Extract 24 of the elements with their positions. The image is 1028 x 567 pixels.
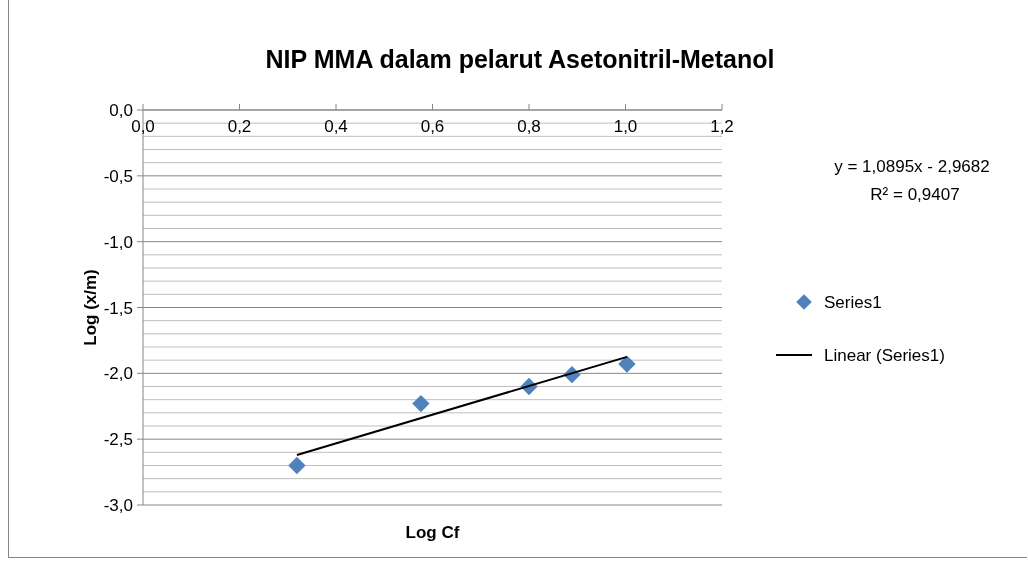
- y-tick-label: -2,0: [103, 364, 133, 384]
- y-tick-label: 0,0: [109, 101, 133, 120]
- text: R² = 0,9407: [870, 185, 960, 204]
- x-axis-title: Log Cf: [405, 523, 460, 542]
- x-tick-label: 1,2: [710, 117, 734, 136]
- x-tick-label: 0,2: [227, 117, 252, 136]
- x-tick-label: 1,0: [613, 117, 638, 136]
- point: [618, 355, 636, 373]
- y-tick-label: -1,5: [103, 298, 133, 318]
- legend-label: Series1: [824, 293, 882, 312]
- y-tick-label: -2,5: [103, 430, 133, 450]
- legend-label: Linear (Series1): [824, 346, 945, 365]
- point: [288, 456, 306, 475]
- x-tick-label: 0,0: [131, 117, 155, 136]
- point: [412, 394, 430, 413]
- chart-title: NIP MMA dalam pelarut Asetonitril-Metanol: [265, 45, 775, 73]
- text: y = 1,0895x - 2,9682: [834, 157, 990, 176]
- x-tick-label: 0,4: [324, 117, 348, 136]
- y-axis-title: Log (x/m): [81, 269, 100, 346]
- x-tick-label: 0,6: [420, 117, 445, 136]
- x-tick-label: 0,8: [517, 117, 541, 136]
- y-tick-label: -0,5: [103, 166, 133, 186]
- y-tick-label: -1,0: [103, 232, 133, 252]
- y-tick-label: -3,0: [103, 496, 133, 515]
